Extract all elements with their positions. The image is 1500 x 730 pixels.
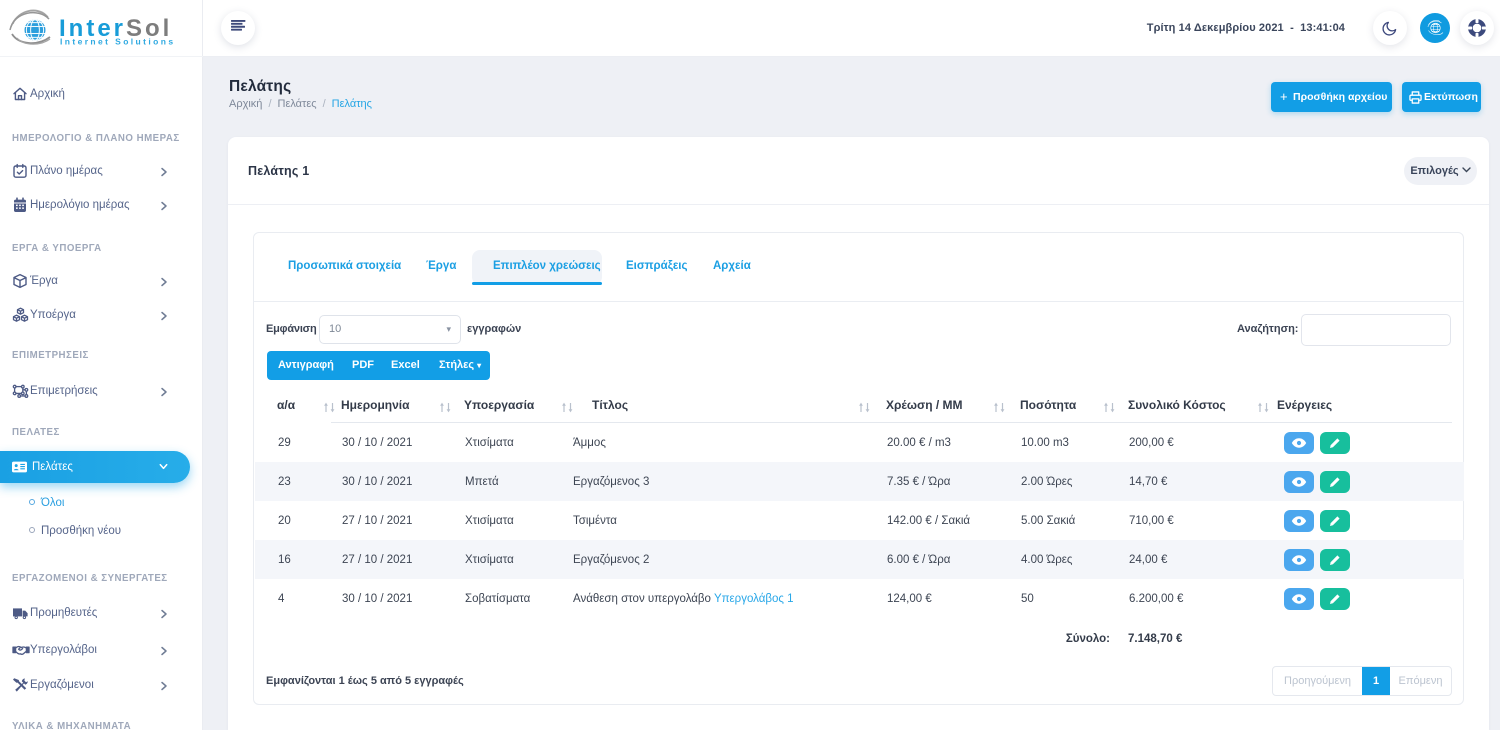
svg-text:InterSol: InterSol [59, 15, 172, 42]
svg-text:Internet Solutions: Internet Solutions [60, 37, 175, 47]
